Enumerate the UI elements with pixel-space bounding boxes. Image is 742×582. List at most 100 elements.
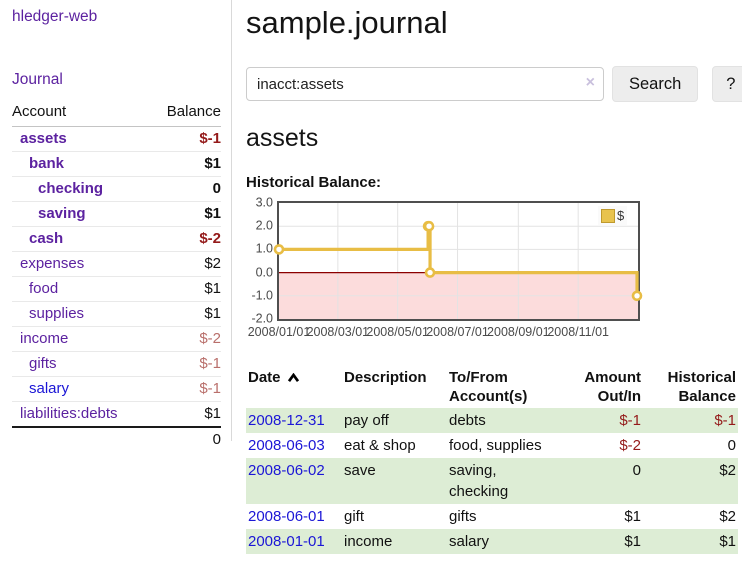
register-header-description: Description [344, 369, 427, 386]
account-balance: $1 [150, 401, 221, 427]
register-table: Date Description To/From Account(s) Amount … [246, 366, 738, 554]
account-row: saving $1 [12, 201, 221, 227]
register-accounts-cell: food, supplies [449, 437, 542, 454]
help-button[interactable]: ? [712, 66, 742, 102]
account-link-supplies[interactable]: supplies [29, 305, 85, 322]
account-balance: $1 [150, 201, 221, 227]
register-row: 2008-12-31 pay off debts $-1 $-1 [246, 408, 738, 433]
register-balance-cell: $-1 [714, 412, 736, 429]
x-axis-tick-label: 2008/01/01 [247, 325, 311, 339]
chart-legend: $ [598, 206, 628, 225]
clear-search-icon[interactable]: × [585, 74, 595, 91]
register-date-link[interactable]: 2008-01-01 [248, 533, 325, 550]
accounts-total-value: 0 [150, 426, 221, 451]
register-balance-cell: $1 [719, 533, 736, 550]
register-description-cell: save [344, 462, 376, 479]
account-name-cell: checking [12, 176, 151, 202]
y-axis-tick-label: 3.0 [255, 195, 273, 210]
register-row: 2008-06-01 gift gifts $1 $2 [246, 504, 738, 529]
accounts-total-spacer [12, 426, 151, 451]
register-accounts-cell: gifts [449, 508, 477, 525]
account-link-expenses[interactable]: expenses [20, 255, 85, 272]
register-accounts-cell: saving, checking [449, 462, 509, 500]
account-link-liabilities-debts[interactable]: liabilities:debts [20, 405, 118, 422]
register-date-cell: 2008-06-02 [246, 458, 342, 504]
register-description-cell: eat & shop [344, 437, 416, 454]
x-axis-tick-label: 2008/05/01 [366, 325, 429, 339]
account-name-cell: saving [12, 201, 151, 227]
y-axis-tick-label: 0.0 [255, 265, 273, 280]
account-row: supplies $1 [12, 301, 221, 327]
page-title: sample.journal [246, 5, 448, 40]
account-row: income $-2 [12, 326, 221, 352]
account-row: checking 0 [12, 176, 221, 202]
account-name-cell: income [12, 326, 151, 352]
account-link-cash[interactable]: cash [29, 230, 64, 247]
x-axis-tick-label: 2008/03/01 [306, 325, 370, 339]
balance-chart[interactable]: $ 3.0 2.0 1.0 0.0 -1.0 -2.0 2008/01/01 2008/03/… [246, 195, 742, 348]
y-axis-tick-label: -2.0 [251, 311, 273, 326]
account-row: assets $-1 [12, 127, 221, 152]
search-form: × Search ? [246, 66, 742, 102]
nav-journal-link[interactable]: Journal [12, 71, 63, 88]
register-amount-cell: $-1 [619, 412, 641, 429]
account-link-saving[interactable]: saving [38, 205, 86, 222]
account-link-food[interactable]: food [29, 280, 59, 297]
account-balance: 0 [150, 176, 221, 202]
register-description-cell: pay off [344, 412, 389, 429]
register-date-link[interactable]: 2008-06-02 [248, 462, 325, 479]
account-link-gifts[interactable]: gifts [29, 355, 57, 372]
account-link-bank[interactable]: bank [29, 155, 65, 172]
register-header-row: Date Description To/From Account(s) Amount … [246, 366, 738, 408]
register-amount-cell: $-2 [619, 437, 641, 454]
accounts-table: Account Balance assets $-1 bank $1 checking 0… [12, 101, 221, 451]
account-balance: $-2 [150, 226, 221, 252]
account-balance: $-1 [150, 376, 221, 402]
account-row: food $1 [12, 276, 221, 302]
register-date-link[interactable]: 2008-12-31 [248, 412, 325, 429]
account-row: liabilities:debts $1 [12, 401, 221, 427]
sort-ascending-icon [287, 372, 299, 382]
account-balance: $1 [150, 151, 221, 177]
account-balance: $2 [150, 251, 221, 277]
account-name-cell: supplies [12, 301, 151, 327]
account-balance: $-1 [199, 130, 221, 147]
register-date-cell: 2008-12-31 [246, 408, 342, 433]
account-row: salary $-1 [12, 376, 221, 402]
register-header-to-from-account-s-: To/From Account(s) [449, 369, 528, 405]
register-balance-cell: 0 [727, 437, 736, 454]
account-name-cell: cash [12, 226, 151, 252]
account-row: cash $-2 [12, 226, 221, 252]
y-axis-tick-label: 1.0 [255, 241, 273, 256]
register-date-link[interactable]: 2008-06-01 [248, 508, 325, 525]
account-link-assets[interactable]: assets [20, 130, 67, 147]
accounts-header-account: Account [12, 101, 151, 127]
account-row: gifts $-1 [12, 351, 221, 377]
account-balance: $-2 [150, 326, 221, 352]
account-name-cell: bank [12, 151, 151, 177]
account-link-salary[interactable]: salary [29, 380, 70, 397]
account-balance: $1 [150, 301, 221, 327]
y-axis-tick-label: -1.0 [251, 288, 273, 303]
register-accounts-cell: salary [449, 533, 490, 550]
account-balance: $-1 [150, 351, 221, 377]
register-date-link[interactable]: 2008-06-03 [248, 437, 325, 454]
search-input[interactable] [246, 67, 604, 101]
chart-plot-area[interactable] [273, 201, 643, 321]
register-amount-cell: $1 [624, 533, 641, 550]
accounts-header-row: Account Balance [12, 101, 221, 127]
x-axis-tick-label: 2008/09/01 [487, 325, 550, 339]
register-header-date[interactable]: Date [246, 366, 342, 408]
register-balance-cell: $2 [719, 462, 736, 479]
register-balance-cell: $2 [719, 508, 736, 525]
register-amount-cell: 0 [632, 462, 641, 479]
account-row: expenses $2 [12, 251, 221, 277]
account-name-cell: liabilities:debts [12, 401, 151, 427]
x-axis-tick-label: 2008/11/01 [547, 325, 609, 339]
search-button[interactable]: Search [612, 66, 699, 102]
account-link-income[interactable]: income [20, 330, 69, 347]
account-link-checking[interactable]: checking [38, 180, 104, 197]
account-name-cell: gifts [12, 351, 151, 377]
register-row: 2008-01-01 income salary $1 $1 [246, 529, 738, 554]
app-title-link[interactable]: hledger-web [12, 8, 98, 25]
